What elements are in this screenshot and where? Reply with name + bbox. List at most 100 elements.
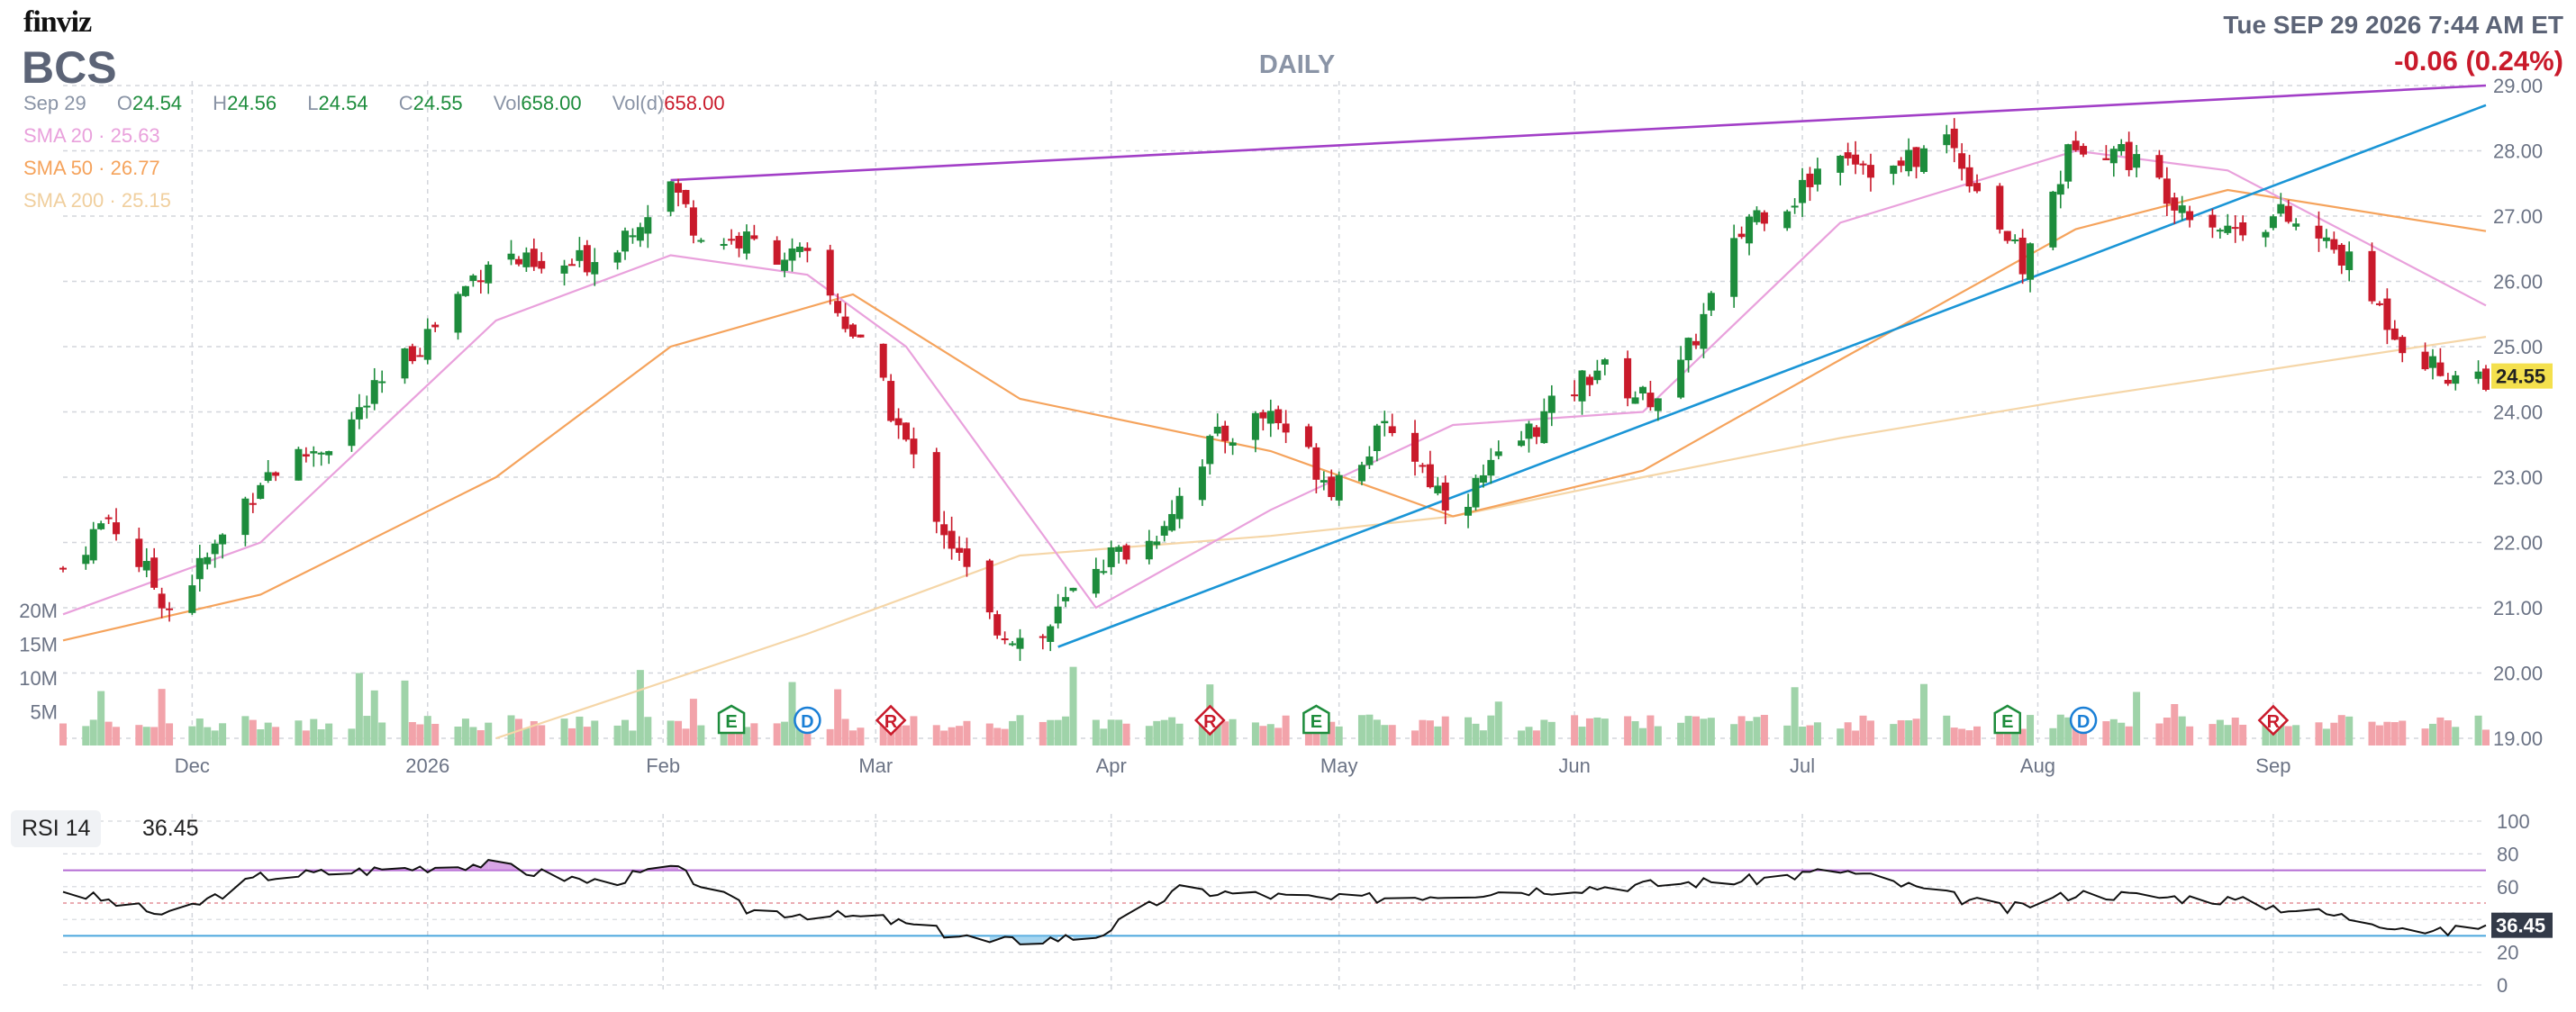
time-tick-label: 2026 (405, 754, 449, 777)
rsi-tick-label: 100 (2497, 810, 2530, 833)
candle-body (1160, 526, 1168, 536)
volume-bar (1684, 716, 1692, 745)
volume-bar (1646, 715, 1655, 745)
candle-body (1806, 173, 1814, 187)
candle-body (219, 534, 227, 545)
sma50-line (62, 188, 2487, 642)
candle-body (2436, 362, 2444, 376)
volume-bar (1897, 719, 1905, 745)
high-value: 24.56 (227, 92, 277, 114)
event-marker-label: E (725, 712, 737, 732)
sma50-legend[interactable]: SMA 50 · 26.77 (23, 157, 160, 179)
volume-bar (249, 719, 257, 745)
volume-bar (188, 726, 196, 745)
volume-bar (2178, 716, 2186, 745)
candle-body (1646, 393, 1655, 408)
event-marker-r: R (875, 704, 907, 736)
finviz-logo[interactable]: finviz (23, 5, 92, 39)
volume-bar (1465, 717, 1473, 745)
ohlc-date: Sep 29 (23, 92, 86, 114)
candle-body (2163, 178, 2171, 204)
candle-body (2337, 244, 2345, 266)
volume-bar (1585, 718, 1593, 745)
volume-bar (1571, 715, 1579, 745)
candle-body (1852, 154, 1860, 165)
volume-bar (2109, 718, 2118, 745)
low-label: L (307, 92, 319, 114)
sma20-legend[interactable]: SMA 20 · 25.63 (23, 124, 160, 147)
sma200-legend[interactable]: SMA 200 · 25.15 (23, 189, 171, 212)
volume-bar (1054, 719, 1062, 745)
volume-bar (1919, 683, 1927, 745)
candle-body (1328, 476, 1336, 498)
candle-body (461, 285, 469, 296)
volume-tick-label: 5M (30, 701, 58, 724)
volume-bar (879, 721, 887, 745)
candle-body (2209, 214, 2217, 228)
candle-body (1813, 168, 1821, 185)
candle-body (1996, 185, 2004, 230)
trendline-resistance (670, 84, 2487, 182)
candle-body (689, 207, 697, 236)
volume-bar (1092, 719, 1100, 745)
volume-bar (1365, 714, 1374, 745)
volume-bar (940, 730, 948, 745)
volume-bar (1160, 719, 1168, 745)
candle-body (788, 248, 796, 261)
candle-body (476, 280, 485, 283)
volume-bar (903, 725, 911, 745)
candle-body (1700, 313, 1708, 349)
volume-bar (1266, 724, 1274, 745)
volume-bar (2027, 715, 2035, 745)
candle-body (264, 472, 272, 482)
candle-body (150, 557, 159, 588)
candle-body (675, 183, 683, 193)
rsi-value-tag-label: 36.45 (2496, 915, 2545, 937)
volume-bar (1487, 715, 1495, 745)
volume-bar (1009, 720, 1017, 745)
volume-bar (530, 720, 538, 745)
rsi-label[interactable]: RSI 14 (11, 810, 102, 847)
chart-period[interactable]: DAILY (1258, 50, 1336, 79)
candle-body (2102, 158, 2110, 160)
candle-body (1062, 597, 1070, 601)
volume-bar (803, 727, 812, 745)
event-marker-label: R (1203, 712, 1217, 732)
volume-bar (675, 720, 683, 745)
volume-bar (781, 721, 789, 745)
volume-bar (1593, 717, 1601, 745)
candle-body (1016, 637, 1024, 649)
candle-body (348, 419, 356, 447)
candle-body (1320, 480, 1328, 483)
candle-body (310, 451, 318, 454)
volume-bar (1388, 725, 1396, 745)
volume-bar (1426, 720, 1434, 745)
candle-body (1388, 426, 1396, 434)
volume-bar (963, 720, 971, 745)
candle-body (1107, 547, 1115, 567)
volume-tick-label: 15M (19, 634, 58, 656)
candle-body (1631, 397, 1639, 404)
volume-bar (2186, 726, 2194, 745)
candle-body (158, 593, 166, 609)
volume-bar (985, 723, 993, 745)
candle-body (2474, 371, 2482, 379)
volume-bar (629, 730, 637, 745)
volume-bar (2345, 716, 2354, 745)
candle-body (1760, 212, 1768, 224)
volume-bar (378, 722, 386, 745)
candle-body (1229, 442, 1237, 446)
volume-bar (826, 728, 834, 745)
candle-body (2482, 368, 2490, 390)
volume-bar (956, 726, 964, 745)
candle-body (781, 259, 789, 271)
volume-bar (932, 725, 940, 745)
volume-bar (567, 727, 576, 745)
price-tick-label: 20.00 (2493, 663, 2543, 685)
last-price-label: 24.55 (2496, 366, 2545, 388)
candle-body (1859, 163, 1867, 166)
volume-bar (1069, 666, 1077, 745)
volume-bar (1122, 723, 1130, 745)
volume-bar (742, 727, 750, 745)
